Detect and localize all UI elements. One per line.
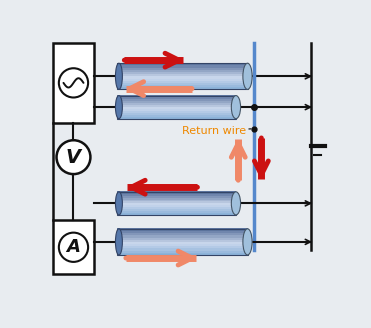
- Bar: [116, 87, 247, 90]
- Ellipse shape: [115, 63, 122, 90]
- Bar: [116, 65, 247, 68]
- Bar: [116, 231, 247, 233]
- Ellipse shape: [232, 95, 240, 119]
- Bar: [116, 235, 247, 237]
- Bar: [116, 116, 236, 119]
- Bar: [116, 229, 247, 255]
- Bar: [116, 107, 236, 109]
- Bar: [116, 82, 247, 85]
- Bar: [116, 229, 247, 255]
- Text: V: V: [66, 148, 81, 167]
- Bar: [116, 192, 236, 215]
- Bar: [116, 228, 247, 231]
- Bar: [116, 80, 247, 83]
- Bar: [116, 76, 247, 78]
- Bar: [116, 67, 247, 70]
- Bar: [116, 99, 236, 101]
- Circle shape: [56, 140, 91, 174]
- Bar: [116, 248, 247, 251]
- Bar: [116, 197, 236, 199]
- Ellipse shape: [232, 192, 240, 215]
- Bar: [116, 246, 247, 248]
- Bar: [116, 203, 236, 205]
- Bar: [116, 194, 236, 196]
- Bar: [116, 113, 236, 115]
- Ellipse shape: [115, 192, 122, 215]
- Bar: [116, 63, 247, 90]
- Bar: [116, 78, 247, 81]
- Bar: [116, 244, 247, 246]
- Bar: [116, 211, 236, 213]
- Bar: [116, 95, 236, 97]
- Ellipse shape: [115, 95, 122, 119]
- Bar: [53, 43, 93, 123]
- Bar: [116, 213, 236, 215]
- Bar: [116, 239, 247, 242]
- Bar: [116, 252, 247, 255]
- Ellipse shape: [115, 229, 122, 255]
- Text: A: A: [66, 238, 81, 256]
- Bar: [116, 201, 236, 203]
- Bar: [116, 70, 247, 72]
- Bar: [116, 105, 236, 107]
- Bar: [116, 109, 236, 111]
- Bar: [116, 207, 236, 209]
- Circle shape: [59, 233, 88, 262]
- Ellipse shape: [243, 229, 252, 255]
- Bar: [116, 97, 236, 99]
- Bar: [116, 101, 236, 103]
- Circle shape: [59, 68, 88, 97]
- Bar: [116, 241, 247, 244]
- Bar: [116, 95, 236, 119]
- Bar: [116, 114, 236, 117]
- Bar: [116, 205, 236, 207]
- Bar: [53, 220, 93, 274]
- Bar: [116, 192, 236, 194]
- Bar: [116, 74, 247, 76]
- Bar: [116, 111, 236, 113]
- Bar: [116, 72, 247, 74]
- Bar: [116, 199, 236, 201]
- Ellipse shape: [243, 63, 252, 90]
- Bar: [116, 192, 236, 215]
- Bar: [116, 95, 236, 119]
- Bar: [116, 209, 236, 211]
- Bar: [116, 237, 247, 240]
- Bar: [116, 103, 236, 105]
- Bar: [116, 233, 247, 235]
- Bar: [116, 85, 247, 87]
- Bar: [116, 63, 247, 65]
- Bar: [116, 195, 236, 197]
- Bar: [116, 250, 247, 253]
- Bar: [116, 63, 247, 90]
- Text: Return wire: Return wire: [182, 126, 251, 136]
